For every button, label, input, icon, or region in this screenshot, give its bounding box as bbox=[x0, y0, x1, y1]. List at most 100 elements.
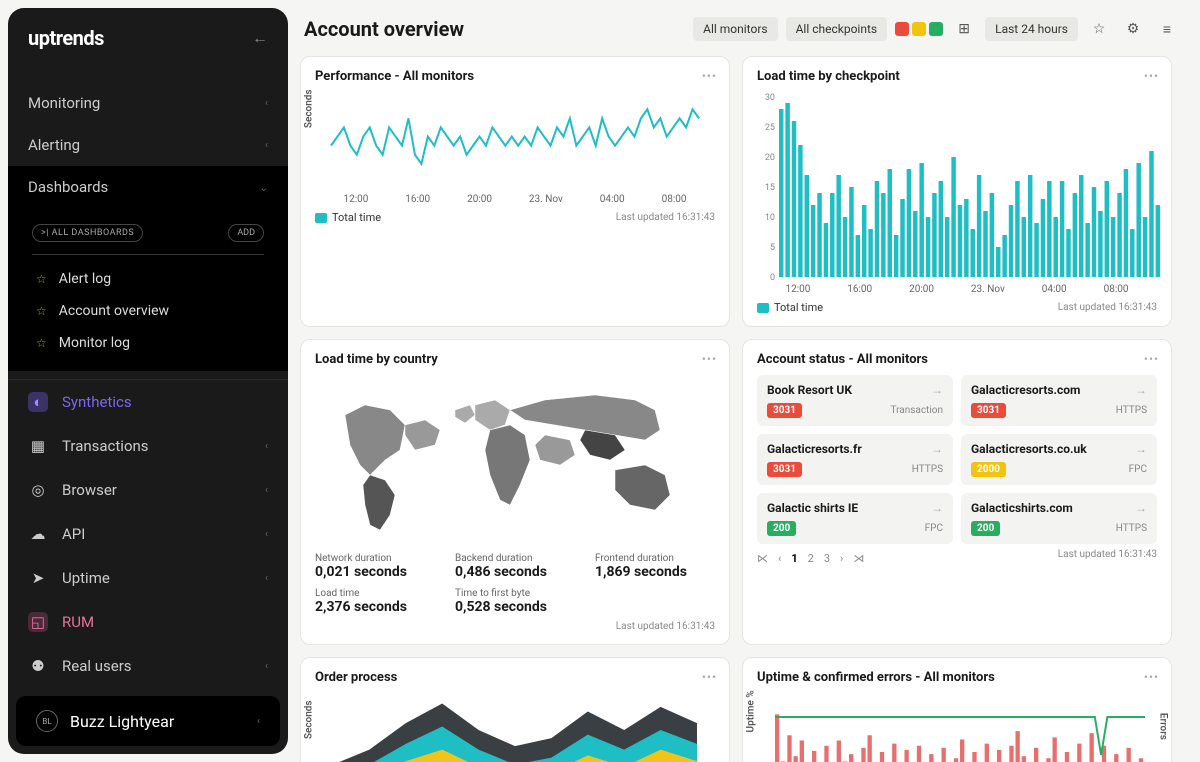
svg-text:25: 25 bbox=[765, 123, 775, 133]
x-axis-ticks: 12:0016:0020:0023. Nov04:0008:00 bbox=[757, 284, 1157, 295]
status-item[interactable]: Galacticresorts.fr→3031HTTPS bbox=[757, 434, 953, 485]
chevron-left-icon: ‹ bbox=[257, 716, 260, 727]
metric-label: Frontend duration bbox=[595, 553, 715, 564]
status-item[interactable]: Galacticresorts.com→3031HTTPS bbox=[961, 375, 1157, 426]
card-title: Performance - All monitors bbox=[315, 69, 715, 84]
chevron-left-icon: ‹ bbox=[265, 485, 268, 496]
svg-text:10: 10 bbox=[765, 213, 775, 223]
page-2[interactable]: 2 bbox=[808, 552, 814, 565]
nav-monitoring[interactable]: Monitoring ‹ bbox=[8, 82, 288, 124]
nav-real-users[interactable]: ⚉ Real users ‹ bbox=[8, 644, 288, 688]
metric-label: Load time bbox=[315, 588, 435, 599]
card-performance: Performance - All monitors ••• Seconds 1… bbox=[300, 56, 730, 327]
status-code: 200 bbox=[971, 521, 1000, 536]
x-axis-ticks: 12:0016:0020:0023. Nov04:0008:00 bbox=[315, 194, 715, 205]
card-menu-icon[interactable]: ••• bbox=[702, 69, 717, 83]
monitor-type: HTTPS bbox=[912, 464, 943, 475]
monitor-name: Galacticresorts.co.uk bbox=[971, 442, 1087, 456]
gear-icon[interactable]: ⚙ bbox=[1120, 16, 1146, 42]
metric-label: Time to first byte bbox=[455, 588, 575, 599]
nav-alerting[interactable]: Alerting ‹ bbox=[8, 124, 288, 166]
svg-text:15: 15 bbox=[765, 183, 775, 193]
status-code: 2000 bbox=[971, 462, 1006, 477]
monitor-type: HTTPS bbox=[1116, 523, 1147, 534]
nav-synthetics[interactable]: ◐ Synthetics bbox=[8, 380, 288, 424]
monitor-type: HTTPS bbox=[1116, 405, 1147, 416]
user-menu[interactable]: BL Buzz Lightyear ‹ bbox=[16, 696, 280, 746]
transactions-icon: ▦ bbox=[28, 436, 48, 456]
card-menu-icon[interactable]: ••• bbox=[1144, 670, 1159, 684]
card-menu-icon[interactable]: ••• bbox=[1144, 69, 1159, 83]
status-item[interactable]: Book Resort UK→3031Transaction bbox=[757, 375, 953, 426]
y-axis-label: Seconds bbox=[304, 700, 315, 739]
pagination[interactable]: ⋉ ‹ 1 2 3 › ⋊ bbox=[757, 552, 864, 565]
fav-label: Alert log bbox=[59, 271, 111, 287]
card-checkpoint: Load time by checkpoint ••• 051015202530… bbox=[742, 56, 1172, 327]
nav-uptime[interactable]: ➤ Uptime ‹ bbox=[8, 556, 288, 600]
status-item[interactable]: Galacticresorts.co.uk→2000FPC bbox=[961, 434, 1157, 485]
timerange-select[interactable]: Last 24 hours bbox=[985, 17, 1078, 41]
chevron-left-icon: ‹ bbox=[265, 661, 268, 672]
fav-label: Account overview bbox=[59, 303, 169, 319]
arrow-icon: → bbox=[931, 501, 943, 515]
nav-label: Synthetics bbox=[62, 393, 132, 411]
page-next-icon[interactable]: › bbox=[840, 552, 843, 565]
status-item[interactable]: Galactic shirts IE→200FPC bbox=[757, 493, 953, 544]
page-last-icon[interactable]: ⋊ bbox=[853, 552, 864, 565]
avatar: BL bbox=[36, 710, 58, 732]
page-prev-icon[interactable]: ‹ bbox=[778, 552, 781, 565]
uptime-icon: ➤ bbox=[28, 568, 48, 588]
status-dot-red bbox=[895, 22, 909, 36]
all-dashboards-badge[interactable]: >| ALL DASHBOARDS bbox=[32, 224, 143, 242]
filter-checkpoints[interactable]: All checkpoints bbox=[786, 17, 888, 41]
status-code: 3031 bbox=[971, 403, 1006, 418]
status-item[interactable]: Galacticshirts.com→200HTTPS bbox=[961, 493, 1157, 544]
star-icon[interactable]: ☆ bbox=[1086, 16, 1112, 42]
nav-browser[interactable]: ◎ Browser ‹ bbox=[8, 468, 288, 512]
metric-value: 0,486 seconds bbox=[455, 564, 575, 580]
card-menu-icon[interactable]: ••• bbox=[1144, 352, 1159, 366]
card-menu-icon[interactable]: ••• bbox=[702, 670, 717, 684]
status-filter[interactable] bbox=[895, 22, 943, 36]
card-country: Load time by country ••• Network duratio… bbox=[300, 339, 730, 645]
star-icon: ☆ bbox=[36, 272, 47, 286]
y-axis-label-right: Errors bbox=[1158, 713, 1169, 740]
page-first-icon[interactable]: ⋉ bbox=[757, 552, 768, 565]
legend-label: Total time bbox=[332, 211, 381, 224]
fav-alert-log[interactable]: ☆ Alert log bbox=[8, 263, 288, 295]
card-status: Account status - All monitors ••• Book R… bbox=[742, 339, 1172, 645]
world-map bbox=[315, 375, 715, 545]
nav-dashboards[interactable]: Dashboards ⌄ bbox=[8, 166, 288, 208]
card-title: Uptime & confirmed errors - All monitors bbox=[757, 670, 1157, 685]
nav-label: Monitoring bbox=[28, 94, 100, 112]
fav-label: Monitor log bbox=[59, 335, 130, 351]
card-menu-icon[interactable]: ••• bbox=[702, 352, 717, 366]
metric-value: 0,021 seconds bbox=[315, 564, 435, 580]
updated-text: Last updated 16:31:43 bbox=[1058, 549, 1157, 560]
metric-value: 2,376 seconds bbox=[315, 599, 435, 615]
fav-monitor-log[interactable]: ☆ Monitor log bbox=[8, 327, 288, 359]
card-title: Load time by country bbox=[315, 352, 715, 367]
arrow-icon: → bbox=[1135, 442, 1147, 456]
fav-account-overview[interactable]: ☆ Account overview bbox=[8, 295, 288, 327]
nav-rum[interactable]: ◱ RUM bbox=[8, 600, 288, 644]
line-chart bbox=[315, 92, 715, 192]
page-1[interactable]: 1 bbox=[791, 552, 797, 565]
nav-api[interactable]: ☁ API ‹ bbox=[8, 512, 288, 556]
page-3[interactable]: 3 bbox=[824, 552, 830, 565]
add-dashboard-button[interactable]: ADD bbox=[228, 224, 264, 242]
collapse-sidebar-icon[interactable]: ← bbox=[252, 28, 268, 48]
menu-icon[interactable]: ≡ bbox=[1154, 16, 1180, 42]
chevron-left-icon: ‹ bbox=[265, 98, 268, 109]
synthetics-icon: ◐ bbox=[28, 392, 48, 412]
filter-monitors[interactable]: All monitors bbox=[693, 17, 777, 41]
nav-label: Browser bbox=[62, 481, 117, 499]
y-axis-label: Seconds bbox=[304, 89, 315, 128]
metric-label: Network duration bbox=[315, 553, 435, 564]
grid-icon[interactable]: ⊞ bbox=[951, 16, 977, 42]
svg-text:0: 0 bbox=[770, 273, 775, 282]
page-title: Account overview bbox=[304, 17, 464, 41]
nav-transactions[interactable]: ▦ Transactions ‹ bbox=[8, 424, 288, 468]
rum-icon: ◱ bbox=[28, 612, 48, 632]
chevron-down-icon: ⌄ bbox=[260, 183, 268, 194]
